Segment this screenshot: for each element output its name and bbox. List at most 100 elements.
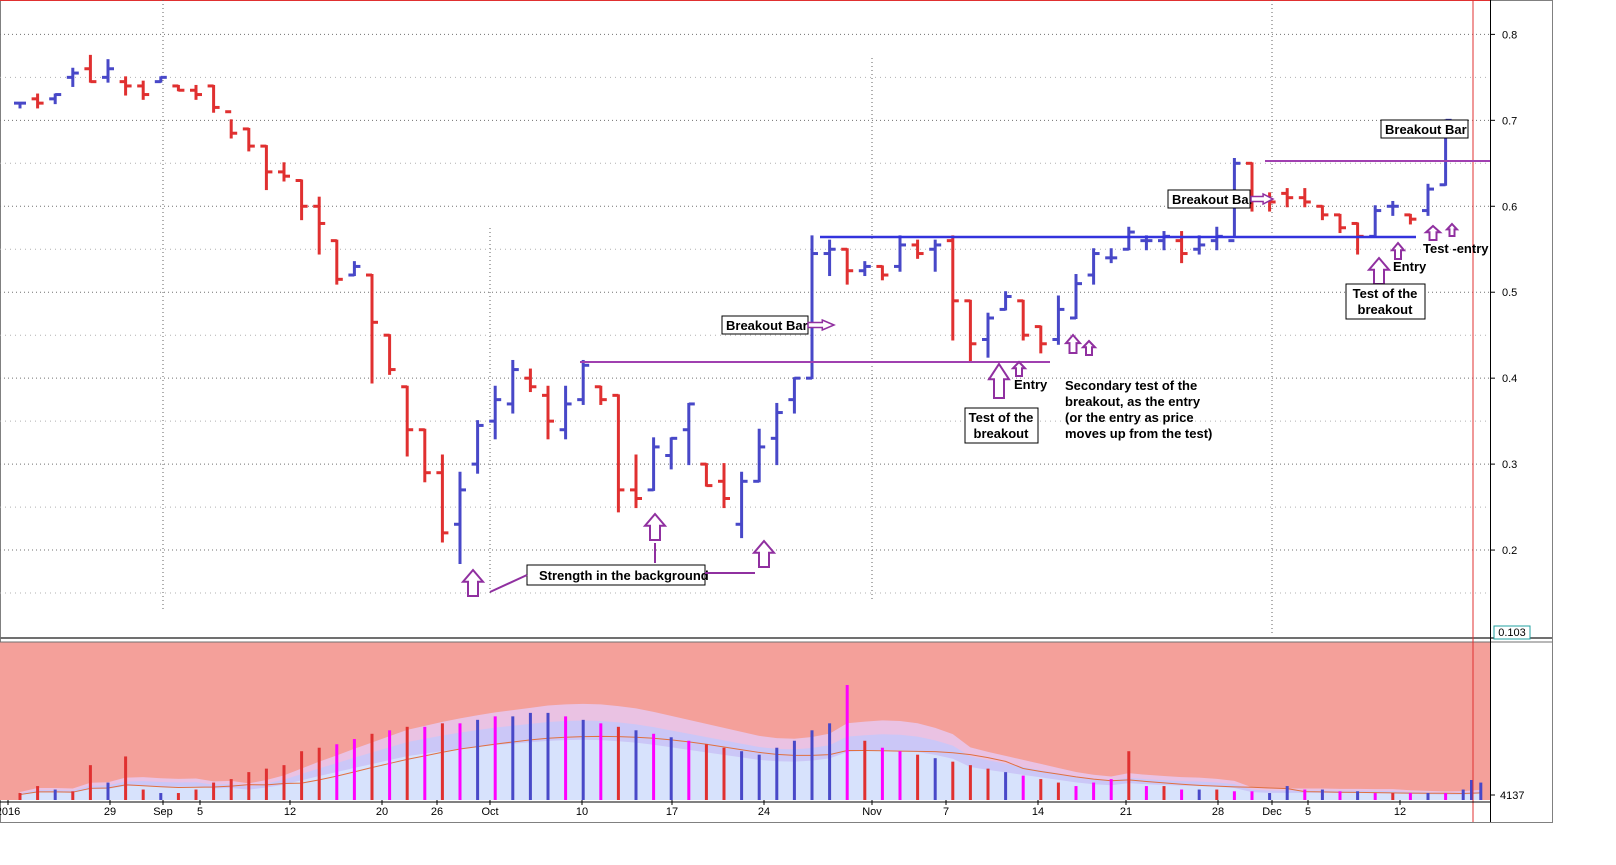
- volume-bar: [1162, 786, 1166, 800]
- volume-bar: [1074, 786, 1078, 800]
- date-tick-label: 10: [576, 806, 588, 818]
- price-bar: [1316, 204, 1329, 221]
- volume-bar: [528, 712, 532, 800]
- price-bar: [788, 376, 801, 414]
- up-arrow-icon: [460, 568, 486, 597]
- volume-bar: [1470, 780, 1473, 800]
- price-bar: [1334, 213, 1346, 234]
- date-tick-label: Nov: [862, 806, 882, 818]
- volume-bar: [423, 726, 427, 800]
- test-breakout-1-label-line1: Test of the: [969, 410, 1034, 425]
- entry-2-label: Entry: [1393, 259, 1427, 274]
- volume-bar: [898, 751, 902, 800]
- price-bar: [172, 84, 185, 92]
- breakout-bar-1-label: Breakout Bar: [726, 318, 808, 333]
- price-bar: [242, 127, 255, 152]
- date-tick-label: 7: [943, 806, 949, 818]
- price-bar: [278, 162, 290, 182]
- volume-bar: [229, 779, 233, 800]
- volume-bar: [1373, 793, 1377, 800]
- volume-bar: [652, 733, 656, 800]
- volume-bar: [71, 791, 75, 800]
- volume-bar: [18, 793, 22, 800]
- price-tick-label: 0.5: [1502, 287, 1517, 299]
- volume-bar: [352, 739, 356, 800]
- volume-bar: [933, 758, 937, 800]
- price-bar: [982, 312, 994, 358]
- volume-average-band-inner: [20, 739, 1481, 800]
- up-arrow-icon: [1063, 333, 1083, 354]
- price-tick-label: 0.7: [1502, 115, 1517, 127]
- secondary-test-label-line: Secondary test of the: [1065, 378, 1197, 393]
- price-bar: [225, 110, 238, 139]
- volume-bar: [1444, 793, 1448, 800]
- price-bar: [14, 101, 26, 109]
- price-bar: [31, 93, 44, 109]
- price-bar: [154, 75, 167, 84]
- price-tick-label: 0.3: [1502, 459, 1517, 471]
- volume-bar: [1039, 779, 1043, 800]
- volume-bar: [1461, 789, 1465, 800]
- volume-bar: [1408, 793, 1412, 800]
- volume-bar: [1338, 791, 1342, 800]
- up-arrow-icon: [1389, 241, 1407, 260]
- volume-bar: [176, 793, 180, 800]
- volume-bar: [669, 737, 673, 800]
- price-bar: [876, 264, 889, 281]
- volume-bar: [880, 747, 884, 800]
- price-bar: [1105, 248, 1118, 264]
- volume-bar: [1215, 789, 1219, 800]
- price-bar: [137, 80, 150, 100]
- price-bar: [806, 235, 818, 380]
- breakout-bar-3-box: [1380, 119, 1469, 139]
- price-bar: [1070, 274, 1082, 320]
- price-bar: [295, 178, 308, 221]
- volume-bar: [968, 765, 972, 800]
- volume-bar: [1144, 786, 1148, 800]
- date-tick-label: 12: [284, 806, 296, 818]
- volume-bar: [476, 719, 480, 800]
- breakout-bar-2-box: [1167, 189, 1251, 209]
- volume-bar: [1391, 793, 1395, 800]
- volume-bar: [141, 789, 145, 800]
- strength-label: Strength in the background: [539, 568, 709, 583]
- price-bar: [841, 247, 854, 285]
- volume-bar: [212, 782, 216, 800]
- volume-bar: [106, 782, 110, 800]
- price-bar: [1122, 226, 1135, 251]
- up-arrow-icon: [1444, 222, 1460, 237]
- volume-bar: [1127, 751, 1131, 800]
- secondary-test-label-line: breakout, as the entry: [1065, 394, 1201, 409]
- secondary-test-label-line: (or the entry as price: [1065, 410, 1194, 425]
- volume-bar: [1356, 791, 1360, 800]
- volume-bar: [616, 726, 620, 800]
- date-tick-label: 26: [431, 806, 443, 818]
- entry-1-label: Entry: [1014, 377, 1048, 392]
- price-bar: [858, 261, 871, 277]
- price-bar: [489, 385, 502, 440]
- price-bar: [66, 67, 79, 87]
- volume-bar: [740, 751, 744, 800]
- price-bar: [1369, 205, 1382, 238]
- test-breakout-2-box: [1345, 283, 1426, 320]
- price-bar: [1017, 299, 1030, 341]
- volume-bar: [951, 761, 955, 800]
- volume-bar: [986, 768, 990, 800]
- price-bar: [630, 454, 642, 509]
- volume-bar: [440, 723, 444, 800]
- volume-bar: [1232, 791, 1236, 800]
- price-bar: [1052, 295, 1065, 345]
- price-bar: [471, 420, 484, 474]
- up-arrow-icon: [987, 362, 1011, 399]
- date-tick-label: 28: [1212, 806, 1224, 818]
- price-bar: [506, 359, 519, 414]
- volume-bar: [810, 730, 814, 800]
- test-breakout-2-label-line1: Test of the: [1353, 286, 1418, 301]
- volume-bar: [916, 754, 920, 800]
- volume-bar: [775, 747, 779, 800]
- date-tick-label: 29: [104, 806, 116, 818]
- price-bar: [348, 261, 361, 277]
- date-tick-label: 24: [758, 806, 770, 818]
- price-bar: [594, 385, 607, 405]
